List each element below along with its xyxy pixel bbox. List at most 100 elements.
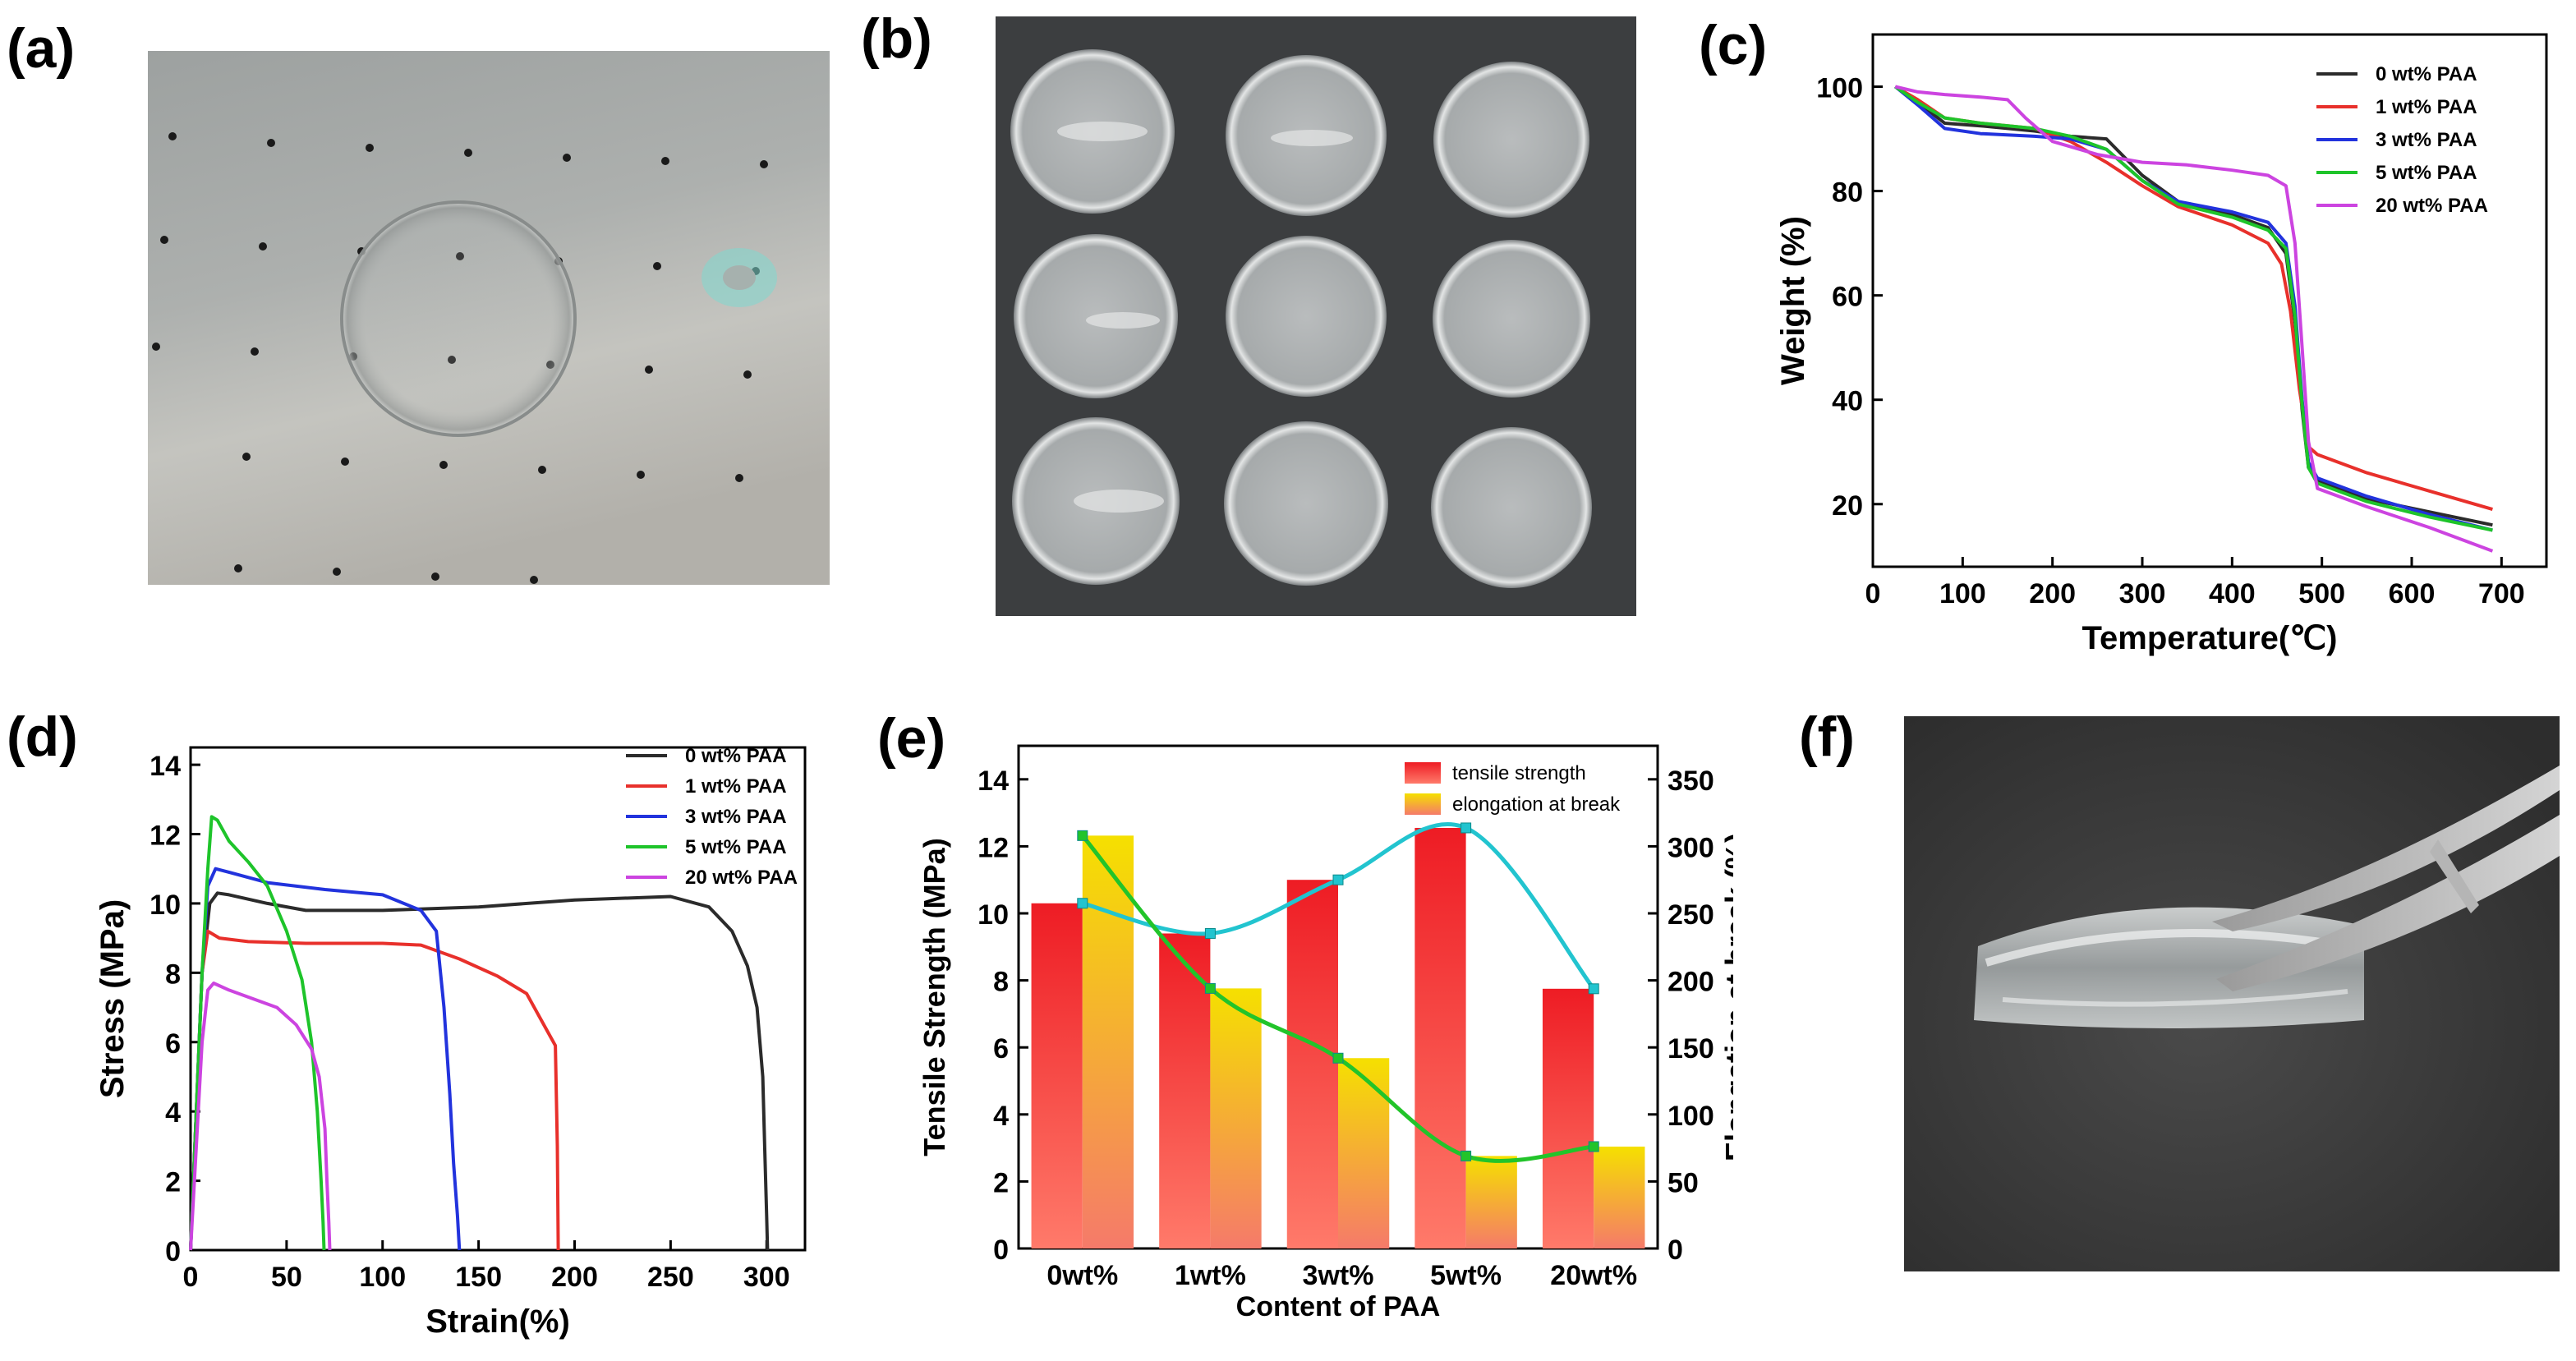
- x-axis-label: Strain(%): [426, 1304, 570, 1340]
- series-line-4: [1894, 85, 2493, 532]
- y-tick-label: 4: [993, 1101, 1009, 1132]
- legend-swatch-tensile: [1405, 762, 1441, 784]
- y-tick-label: 40: [1832, 386, 1863, 417]
- x-tick-label: 5wt%: [1430, 1260, 1502, 1291]
- legend-label: 3 wt% PAA: [2376, 129, 2477, 151]
- y2-axis-label: Elongation at break (%): [1719, 833, 1733, 1161]
- y-tick-label: 6: [993, 1033, 1009, 1064]
- x-axis-label: Content of PAA: [1236, 1291, 1441, 1322]
- bar-elongation: [1338, 1058, 1390, 1248]
- y-tick-label: 14: [978, 766, 1009, 797]
- chart-e-tensile-elongation: 0wt% 1wt% 3wt% 5wt% 20wt% 0 2 4 6 8 10 12 14 0 50 100 15…: [918, 744, 1733, 1322]
- legend-label: tensile strength: [1452, 762, 1586, 784]
- bar-tensile-strength: [1159, 933, 1211, 1248]
- x-tick-label: 250: [647, 1262, 694, 1293]
- legend-label: 0 wt% PAA: [685, 745, 787, 767]
- x-tick-label: 700: [2478, 578, 2525, 609]
- plot-frame: [1871, 33, 2548, 568]
- x-tick-label: 50: [271, 1262, 302, 1293]
- series-line-4: [189, 815, 326, 1251]
- bar-tensile-strength: [1414, 827, 1466, 1248]
- trend-marker: [1077, 898, 1088, 909]
- y2-tick-label: 350: [1668, 766, 1714, 797]
- y-tick-label: 0: [165, 1236, 181, 1267]
- y2-tick-label: 100: [1668, 1101, 1714, 1132]
- y-tick-label: 8: [165, 959, 181, 990]
- x-tick-label: 300: [743, 1262, 790, 1293]
- y2-tick-label: 200: [1668, 967, 1714, 998]
- x-tick-label: 0: [1865, 578, 1881, 609]
- x-tick-label: 100: [359, 1262, 406, 1293]
- trend-marker: [1588, 983, 1599, 995]
- legend-label: 1 wt% PAA: [685, 775, 787, 798]
- legend-label: 0 wt% PAA: [2376, 63, 2477, 85]
- series-line-3: [1894, 85, 2493, 532]
- y-tick-label: 10: [978, 899, 1009, 931]
- y-axis-label: Weight (%): [1775, 216, 1811, 385]
- legend-label: 5 wt% PAA: [2376, 162, 2477, 184]
- panel-label-f: (f): [1799, 706, 1855, 768]
- trend-marker: [1460, 1150, 1472, 1161]
- y2-tick-label: 300: [1668, 832, 1714, 863]
- y-tick-label: 12: [978, 832, 1009, 863]
- y-tick-label: 4: [165, 1097, 181, 1129]
- y-tick-label: 8: [993, 967, 1009, 998]
- photo-panel-f: [1904, 716, 2560, 1271]
- trend-line-1: [1082, 821, 1596, 991]
- photo-panel-b: [996, 16, 1636, 616]
- nine-disc-samples-photo: [996, 16, 1636, 616]
- bar-tensile-strength: [1286, 880, 1338, 1248]
- plot-frame: [189, 746, 807, 1252]
- x-tick-label: 100: [1939, 578, 1986, 609]
- x-tick-label: 150: [455, 1262, 502, 1293]
- trend-marker: [1588, 1141, 1599, 1152]
- y2-tick-label: 150: [1668, 1033, 1714, 1064]
- bar-elongation: [1594, 1146, 1645, 1248]
- legend-swatch-elongation: [1405, 793, 1441, 815]
- panel-label-e: (e): [877, 707, 946, 770]
- x-tick-label: 200: [551, 1262, 598, 1293]
- bar-elongation: [1210, 988, 1262, 1248]
- chart-c-tga: 0 100 200 300 400 500 600 700 20 40 60 80 100 Tempera…: [1775, 33, 2548, 656]
- bar-elongation: [1465, 1156, 1517, 1248]
- trend-marker: [1460, 822, 1472, 834]
- legend-label: elongation at break: [1452, 793, 1621, 816]
- y-tick-label: 2: [165, 1167, 181, 1198]
- pdms-disc-on-perforated-plate-photo: [148, 51, 830, 585]
- y2-tick-label: 50: [1668, 1167, 1699, 1198]
- x-tick-label: 3wt%: [1303, 1260, 1374, 1291]
- x-tick-label: 300: [2119, 578, 2166, 609]
- panel-label-c: (c): [1699, 14, 1768, 76]
- y-tick-label: 12: [150, 821, 181, 852]
- panel-label-b: (b): [861, 7, 932, 70]
- series-line-1: [1894, 85, 2493, 527]
- bar-tensile-strength: [1542, 988, 1594, 1248]
- series-line-2: [189, 929, 560, 1251]
- series-line-3: [189, 867, 462, 1251]
- y-tick-label: 10: [150, 890, 181, 921]
- bar-tensile-strength: [1031, 903, 1083, 1248]
- x-tick-label: 1wt%: [1175, 1260, 1246, 1291]
- x-tick-label: 20wt%: [1550, 1260, 1637, 1291]
- y-tick-label: 6: [165, 1028, 181, 1060]
- bar-elongation: [1082, 835, 1134, 1248]
- legend-label: 5 wt% PAA: [685, 836, 787, 858]
- x-tick-label: 0wt%: [1046, 1260, 1118, 1291]
- y-tick-label: 14: [150, 751, 181, 782]
- x-tick-label: 200: [2029, 578, 2076, 609]
- trend-marker: [1077, 830, 1088, 841]
- trend-marker: [1204, 927, 1216, 939]
- y-axis-label: Tensile Strength (MPa): [918, 838, 951, 1156]
- photo-panel-a: [148, 51, 830, 585]
- y-tick-label: 80: [1832, 177, 1863, 209]
- legend-label: 20 wt% PAA: [2376, 195, 2488, 217]
- series-line-1: [189, 891, 770, 1251]
- bent-sample-in-tweezers-photo: [1904, 716, 2560, 1271]
- y2-tick-label: 0: [1668, 1235, 1683, 1266]
- x-tick-label: 400: [2209, 578, 2256, 609]
- x-tick-label: 600: [2389, 578, 2436, 609]
- y2-tick-label: 250: [1668, 899, 1714, 931]
- x-tick-label: 0: [183, 1262, 199, 1293]
- panel-label-d: (d): [7, 706, 78, 768]
- x-axis-label: Temperature(℃): [2082, 620, 2338, 656]
